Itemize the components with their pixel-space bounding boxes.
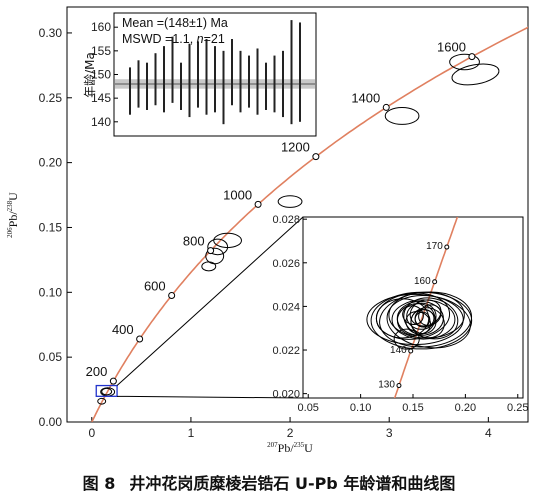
error-ellipse — [97, 397, 107, 405]
weighted-mean-plot: 140 145 150 155 160 — [91, 20, 315, 129]
x-axis-title: 207Pb/235U — [267, 441, 313, 455]
error-ellipse — [101, 387, 113, 396]
weighted-mean-y-axis-title: 年龄/Ma — [83, 52, 97, 98]
error-ellipse — [384, 107, 420, 125]
y-tick-label: 0.30 — [39, 26, 63, 40]
wm-y-tick-label: 150 — [91, 68, 111, 82]
age-mark — [136, 335, 144, 343]
zoom-error-ellipse — [418, 304, 442, 326]
zoom-error-ellipse — [386, 295, 471, 349]
zoom-age-mark — [444, 244, 450, 250]
zoom-age-label: 160 — [414, 276, 431, 287]
wm-y-tick-label: 140 — [91, 115, 111, 129]
zoom-y-tick-label: 0.020 — [272, 389, 300, 401]
zoom-error-ellipse — [391, 299, 456, 340]
x-tick-label: 1 — [188, 426, 195, 440]
age-mark — [207, 247, 215, 255]
wm-y-tick-label: 145 — [91, 91, 111, 105]
zoom-x-tick-label: 0.20 — [455, 402, 476, 414]
y-tick-label: 0.25 — [39, 91, 63, 105]
zoom-age-label: 140 — [390, 345, 407, 356]
zoom-concordia-curve — [393, 217, 459, 398]
x-tick-label: 4 — [485, 426, 492, 440]
zoom-error-ellipse — [414, 311, 431, 328]
age-mark — [168, 291, 176, 299]
main-plot-area: 0 1 2 3 4 0.00 0.05 0.10 0.15 0.20 0.25 0.30 200 400 6… — [39, 26, 528, 440]
wm-y-tick-label: 160 — [91, 20, 111, 34]
mswd-label: MSWD =1.1, n=21 — [122, 32, 225, 46]
age-label: 1600 — [437, 40, 466, 55]
error-ellipse — [277, 195, 303, 208]
x-tick-label: 2 — [287, 426, 294, 440]
zoom-clip-group — [366, 217, 473, 398]
error-ellipse — [205, 247, 225, 265]
y-tick-label: 0.10 — [39, 285, 63, 299]
zoom-x-tick-label: 0.10 — [350, 402, 371, 414]
zoom-age-mark — [432, 279, 438, 285]
zoom-error-ellipse — [393, 328, 420, 350]
zoom-x-tick-label: 0.25 — [507, 402, 528, 414]
wm-y-tick-label: 155 — [91, 44, 111, 58]
zoom-age-label: 170 — [426, 241, 443, 252]
y-tick-label: 0.20 — [39, 156, 63, 170]
error-ellipse — [207, 238, 229, 256]
error-ellipse — [213, 232, 242, 249]
zoom-error-ellipse — [402, 305, 424, 325]
zoom-box — [95, 384, 118, 397]
y-tick-label: 0.00 — [39, 415, 63, 429]
x-tick-label: 3 — [386, 426, 393, 440]
age-label: 1000 — [223, 187, 252, 202]
zoom-age-label: 130 — [378, 380, 395, 391]
zoom-y-tick-label: 0.026 — [272, 258, 300, 270]
age-label: 1400 — [351, 90, 380, 105]
main-plot-frame — [66, 6, 529, 423]
y-tick-label: 0.05 — [39, 350, 63, 364]
zoom-x-tick-label: 0.05 — [298, 402, 319, 414]
age-mark — [312, 153, 320, 161]
connector-line-bottom — [117, 395, 304, 399]
weighted-mean-label: Mean =(148±1) Ma — [122, 16, 228, 30]
age-label: 800 — [183, 234, 205, 249]
age-label: 1200 — [281, 140, 310, 155]
zoom-inset-plot: 0.05 0.10 0.15 0.20 0.25 0.020 0.022 0.024 0.026… — [272, 214, 528, 414]
zoom-connector — [95, 216, 304, 399]
zoom-y-tick-label: 0.024 — [272, 301, 300, 313]
zoom-x-tick-label: 0.15 — [402, 402, 423, 414]
zoom-error-ellipse — [406, 302, 437, 330]
main-clip-group — [91, 26, 528, 422]
zoom-age-mark — [396, 383, 402, 389]
figure-caption: 图 8 井冲花岗质糜棱岩锆石 U-Pb 年龄谱和曲线图 — [83, 474, 456, 493]
connector-line-top — [116, 216, 304, 386]
y-tick-label: 0.15 — [39, 220, 63, 234]
zoom-age-mark — [408, 348, 414, 354]
zoom-y-tick-label: 0.028 — [272, 214, 300, 226]
age-mark — [382, 103, 390, 111]
age-mark — [468, 53, 476, 61]
error-ellipse — [451, 63, 500, 86]
age-label: 600 — [144, 278, 166, 293]
age-label: 200 — [86, 364, 108, 379]
error-ellipse — [449, 53, 480, 71]
age-mark — [254, 200, 262, 208]
zoom-y-tick-label: 0.022 — [272, 345, 300, 357]
age-label: 400 — [112, 322, 134, 337]
y-axis-title: 206Pb/238U — [6, 192, 20, 238]
age-mark — [109, 377, 117, 385]
x-tick-label: 0 — [88, 426, 95, 440]
